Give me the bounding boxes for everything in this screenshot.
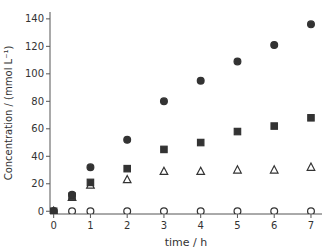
y-tick-label: 120 — [25, 41, 44, 52]
x-tick-label: 6 — [271, 220, 277, 231]
x-tick-label: 4 — [198, 220, 204, 231]
x-tick-label: 7 — [308, 220, 314, 231]
x-tick — [237, 214, 238, 218]
axes: 0 1 2 3 4 5 6 7 0 20 40 60 80 100 120 140 — [25, 12, 322, 231]
point — [197, 77, 204, 84]
point — [234, 128, 240, 134]
point — [161, 146, 167, 152]
point — [124, 208, 131, 214]
x-tick-label: 1 — [87, 220, 93, 231]
point — [271, 208, 278, 214]
y-tick-label: 40 — [31, 151, 44, 162]
point — [50, 208, 57, 214]
point — [87, 164, 94, 171]
point — [270, 166, 278, 173]
point — [160, 167, 168, 174]
x-tick-label: 2 — [124, 220, 130, 231]
y-tick — [46, 128, 50, 129]
point — [50, 208, 56, 214]
point — [234, 208, 241, 214]
y-tick — [46, 73, 50, 74]
point — [50, 208, 57, 214]
y-tick — [46, 156, 50, 157]
point — [124, 136, 131, 143]
chart-svg: 0 1 2 3 4 5 6 7 0 20 40 60 80 100 120 140 time / h Concen… — [0, 0, 334, 252]
x-tick — [53, 214, 54, 218]
marks — [50, 21, 315, 214]
point — [123, 175, 131, 182]
y-tick-label: 20 — [31, 178, 44, 189]
series — [50, 21, 314, 214]
x-axis-label: time / h — [165, 236, 208, 249]
point — [197, 208, 204, 214]
series — [50, 163, 315, 214]
series — [50, 208, 314, 214]
point — [161, 98, 168, 105]
x-tick — [200, 214, 201, 218]
x-tick — [90, 214, 91, 218]
y-tick — [46, 101, 50, 102]
y-tick-label: 0 — [38, 206, 44, 217]
x-tick-label: 5 — [234, 220, 240, 231]
point — [308, 115, 314, 121]
y-tick — [46, 183, 50, 184]
point — [50, 207, 57, 214]
y-tick-label: 60 — [31, 123, 44, 134]
x-tick — [274, 214, 275, 218]
y-axis-label: Concentration / (mmol L⁻¹) — [3, 46, 14, 181]
chart-container: 0 1 2 3 4 5 6 7 0 20 40 60 80 100 120 140 time / h Concen… — [0, 0, 334, 252]
x-tick — [127, 214, 128, 218]
x-tick-label: 0 — [50, 220, 56, 231]
point — [68, 193, 76, 200]
x-tick — [163, 214, 164, 218]
point — [234, 58, 241, 65]
point — [87, 208, 94, 214]
y-tick — [46, 211, 50, 212]
point — [234, 166, 242, 173]
point — [307, 163, 315, 170]
point — [271, 42, 278, 49]
point — [308, 21, 315, 28]
point — [161, 208, 168, 214]
point — [69, 208, 76, 214]
point — [198, 139, 204, 145]
y-tick-label: 100 — [25, 68, 44, 79]
point — [308, 208, 315, 214]
y-tick — [46, 46, 50, 47]
x-tick-label: 3 — [161, 220, 167, 231]
point — [87, 181, 95, 188]
point — [124, 165, 130, 171]
point — [197, 167, 205, 174]
point — [271, 123, 277, 129]
y-tick-label: 140 — [25, 13, 44, 24]
x-tick — [310, 214, 311, 218]
y-tick-label: 80 — [31, 96, 44, 107]
y-tick — [46, 18, 50, 19]
series — [50, 115, 314, 214]
